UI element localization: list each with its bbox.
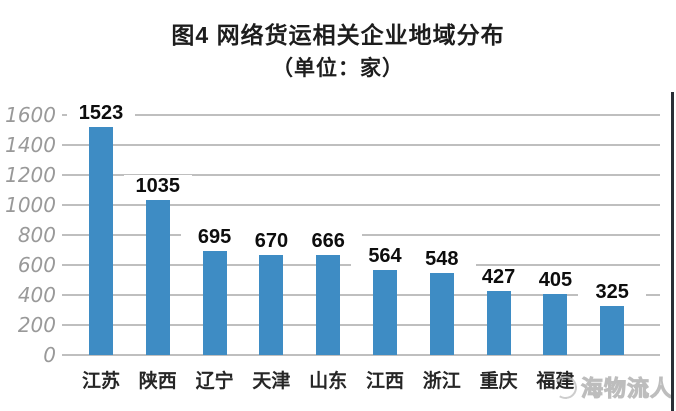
x-axis-category-label: 福建 — [536, 371, 575, 392]
y-axis-tick-label: 400 — [17, 283, 56, 307]
y-axis-tick-label: 200 — [17, 313, 56, 337]
watermark-logo-icon — [551, 373, 580, 401]
gridline-y-1400 — [62, 144, 660, 146]
x-axis-category-label: 天津 — [252, 371, 291, 392]
bar-value-label: 695 — [180, 225, 249, 249]
bar-重庆 — [486, 290, 511, 355]
x-axis-category-label: 重庆 — [479, 371, 518, 392]
bar-value-label: 564 — [351, 245, 419, 269]
bar-value-label: 670 — [237, 229, 306, 253]
bar-value-label: 405 — [521, 269, 590, 293]
y-axis-tick-label: 1600 — [5, 103, 56, 127]
bar-value-label: 1523 — [67, 101, 135, 125]
bar-last — [600, 306, 625, 355]
y-axis-tick-label: 1000 — [5, 193, 56, 217]
bar-江西 — [373, 270, 397, 355]
chart-subtitle: （单位：家） — [272, 57, 404, 80]
x-axis-category-label: 陕西 — [138, 371, 177, 392]
y-axis-tick-label: 1200 — [5, 163, 56, 187]
bar-value-label: 325 — [578, 281, 647, 305]
bar-value-label: 548 — [407, 247, 476, 271]
gridline-y-1600 — [62, 114, 660, 116]
gridline-y-200 — [62, 324, 660, 326]
bar-value-label: 666 — [294, 230, 363, 254]
bar-value-label: 1035 — [123, 174, 192, 198]
y-axis-tick-label: 600 — [17, 253, 56, 277]
x-axis-category-label: 江苏 — [81, 371, 120, 392]
bar-山东 — [316, 255, 341, 355]
bar-福建 — [543, 294, 568, 355]
screen-edge-line — [671, 92, 674, 411]
gridline-y-1200 — [62, 174, 660, 176]
bar-陕西 — [145, 199, 170, 355]
chart-title: 图4 网络货运相关企业地域分布 — [171, 22, 505, 48]
x-axis-category-label: 浙江 — [422, 371, 461, 392]
bar-江苏 — [89, 126, 113, 355]
bar-天津 — [259, 254, 284, 355]
watermark-text: 海物流人 — [580, 376, 674, 402]
gridline-y-0 — [62, 354, 660, 356]
x-axis-category-label: 山东 — [309, 371, 348, 392]
y-axis-tick-label: 1400 — [5, 133, 56, 157]
watermark: 海物流人 — [551, 371, 674, 403]
bar-浙江 — [429, 272, 454, 355]
bar-value-label: 427 — [464, 265, 533, 289]
y-axis-tick-label: 0 — [43, 343, 56, 367]
gridline-y-1000 — [62, 204, 660, 206]
gridline-y-400 — [62, 294, 660, 296]
x-axis-category-label: 辽宁 — [195, 371, 234, 392]
x-axis-category-label: 江西 — [365, 371, 404, 392]
bar-辽宁 — [202, 250, 227, 355]
y-axis-tick-label: 800 — [17, 223, 56, 247]
